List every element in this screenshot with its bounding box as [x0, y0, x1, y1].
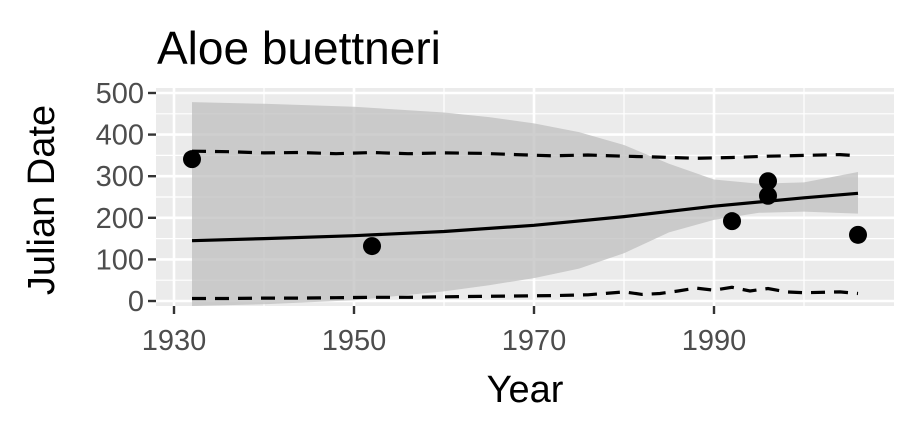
y-tick-label: 300 — [96, 161, 144, 193]
y-tick-label: 0 — [128, 286, 144, 318]
y-tick-label: 400 — [96, 120, 144, 152]
y-tick-label: 200 — [96, 203, 144, 235]
data-point — [759, 172, 777, 191]
y-axis-title: Julian Date — [21, 105, 63, 295]
x-axis-title: Year — [487, 369, 564, 411]
data-points — [183, 150, 867, 256]
x-tick-label: 1970 — [502, 325, 567, 357]
data-point — [849, 225, 867, 244]
x-tick-label: 1990 — [682, 325, 747, 357]
axes: 0 100 200 300 400 500 1930 1950 1970 1990 — [96, 78, 747, 357]
chart-title: Aloe buettneri — [157, 22, 441, 74]
y-tick-label: 100 — [96, 244, 144, 276]
data-point — [183, 150, 201, 169]
data-point — [363, 237, 381, 256]
x-tick-label: 1930 — [142, 325, 207, 357]
x-tick-label: 1950 — [322, 325, 387, 357]
y-tick-label: 500 — [96, 78, 144, 110]
data-point — [759, 186, 777, 205]
data-point — [723, 212, 741, 231]
lower-dashed-line — [192, 285, 859, 301]
